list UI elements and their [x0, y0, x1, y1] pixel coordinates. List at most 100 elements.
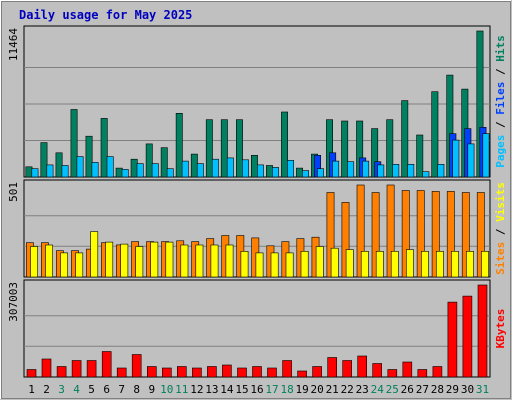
- bar-hits-day-9: [145, 143, 153, 178]
- bar-kbytes-day-31: [477, 284, 488, 378]
- bar-kbytes-day-20: [312, 366, 322, 378]
- bar-pages-day-2: [46, 164, 54, 178]
- bar-visits-day-29: [446, 191, 455, 278]
- bar-sites-day-13: [210, 244, 219, 278]
- bar-kbytes-day-27: [417, 369, 428, 378]
- x-axis: 1 2 3 4 5 6 7 8 9 10 11 12 13 14 15 16 17 18 19 20 21 22 23 24 2…: [28, 383, 489, 396]
- legend-sites: Sites: [494, 242, 507, 275]
- x-tick-label-day-27: 27: [416, 383, 429, 396]
- x-tick-label-day-24: 24: [371, 383, 385, 396]
- bar-pages-day-9: [151, 163, 159, 178]
- x-tick-label-day-20: 20: [310, 383, 323, 396]
- bar-kbytes-day-18: [282, 360, 292, 378]
- bar-kbytes-day-13: [207, 366, 217, 378]
- x-tick-label-day-16: 16: [250, 383, 263, 396]
- x-tick-label-day-23: 23: [356, 383, 369, 396]
- bar-kbytes-day-24: [372, 363, 383, 378]
- x-tick-label-day-19: 19: [295, 383, 308, 396]
- bar-sites-day-26: [405, 249, 414, 278]
- x-tick-label-day-26: 26: [401, 383, 414, 396]
- bar-sites-day-17: [270, 252, 279, 278]
- bar-sites-day-19: [300, 251, 309, 278]
- x-tick-label-day-17: 17: [265, 383, 278, 396]
- x-tick-label-day-29: 29: [446, 383, 459, 396]
- bar-visits-day-25: [386, 184, 395, 278]
- x-tick-label-day-25: 25: [386, 383, 399, 396]
- bar-kbytes-day-7: [116, 367, 127, 378]
- panel-kbytes: 307003 KBytes: [7, 279, 507, 378]
- bar-kbytes-day-22: [342, 360, 353, 378]
- bar-sites-day-3: [60, 252, 68, 278]
- chart-panels: 11464 Pages / Files / Hits 501 Sites / Visi…: [7, 25, 507, 378]
- x-tick-label-day-1: 1: [28, 383, 35, 396]
- panel-visits-sites: 501 Sites / Visits: [7, 179, 507, 278]
- x-tick-label-day-3: 3: [58, 383, 65, 396]
- bar-kbytes-day-17: [267, 367, 277, 378]
- panel-hits-files-pages: 11464 Pages / Files / Hits: [7, 25, 507, 178]
- x-tick-label-day-28: 28: [431, 383, 444, 396]
- x-tick-label-day-11: 11: [175, 383, 188, 396]
- bar-sites-day-7: [120, 243, 129, 278]
- legend-files: Files: [494, 82, 507, 115]
- bar-hits-day-17: [265, 165, 273, 178]
- bar-pages-day-14: [226, 157, 234, 178]
- bar-pages-day-13: [211, 158, 219, 178]
- bar-sites-day-28: [435, 251, 444, 278]
- bar-sites-day-18: [285, 252, 294, 278]
- bar-hits-day-1: [25, 166, 33, 178]
- bar-sites-day-21: [330, 247, 339, 278]
- bar-kbytes-day-8: [131, 354, 142, 378]
- bar-visits-day-31: [476, 192, 485, 278]
- bar-pages-day-31: [482, 133, 490, 178]
- bar-kbytes-day-29: [447, 301, 458, 378]
- legend-separator: /: [494, 115, 507, 135]
- bar-sites-day-9: [150, 241, 159, 278]
- bar-hits-day-6: [100, 118, 108, 178]
- y-max-label: 11464: [7, 28, 20, 61]
- bar-pages-day-8: [136, 163, 144, 178]
- bar-pages-day-22: [347, 161, 355, 178]
- bar-pages-day-15: [242, 159, 249, 178]
- bar-pages-day-10: [166, 168, 174, 178]
- bar-kbytes-day-28: [432, 366, 443, 378]
- x-tick-label-day-4: 4: [73, 383, 80, 396]
- panel-background: [23, 279, 491, 378]
- bar-hits-day-2: [40, 142, 48, 178]
- bar-sites-day-31: [481, 251, 489, 278]
- bar-pages-day-28: [437, 164, 445, 178]
- bar-sites-day-5: [90, 231, 99, 278]
- x-tick-label-day-14: 14: [220, 383, 234, 396]
- x-tick-label-day-2: 2: [43, 383, 50, 396]
- bar-kbytes-day-21: [327, 357, 338, 378]
- x-tick-label-day-5: 5: [88, 383, 95, 396]
- bar-hits-day-11: [175, 113, 183, 178]
- bar-pages-day-23: [362, 160, 370, 178]
- bar-visits-day-26: [401, 190, 410, 278]
- bar-sites-day-30: [466, 251, 474, 278]
- bar-sites-day-20: [315, 246, 324, 278]
- bar-pages-day-21: [332, 160, 340, 178]
- bar-kbytes-day-30: [462, 295, 473, 378]
- legend-kbytes: KBytes: [494, 309, 507, 349]
- bar-hits-day-14: [220, 119, 228, 178]
- bar-kbytes-day-25: [387, 369, 398, 378]
- legend-pages: Pages: [494, 135, 507, 168]
- bar-sites-day-2: [45, 244, 53, 278]
- bar-pages-day-6: [106, 156, 114, 178]
- chart-title: Daily usage for May 2025: [19, 8, 192, 22]
- bar-hits-day-19: [296, 167, 303, 178]
- bar-pages-day-4: [76, 156, 84, 178]
- bar-kbytes-day-10: [162, 367, 172, 378]
- bar-hits-day-22: [341, 120, 349, 178]
- bar-kbytes-day-2: [41, 358, 52, 378]
- bar-pages-day-19: [302, 170, 309, 178]
- bar-visits-day-21: [326, 192, 335, 278]
- bar-visits-day-27: [416, 190, 425, 278]
- bar-pages-day-11: [181, 160, 189, 178]
- x-tick-label-day-12: 12: [190, 383, 203, 396]
- bar-kbytes-day-15: [237, 367, 247, 378]
- bar-pages-day-29: [452, 139, 460, 178]
- bar-kbytes-day-19: [297, 370, 307, 378]
- bar-pages-day-3: [61, 165, 69, 178]
